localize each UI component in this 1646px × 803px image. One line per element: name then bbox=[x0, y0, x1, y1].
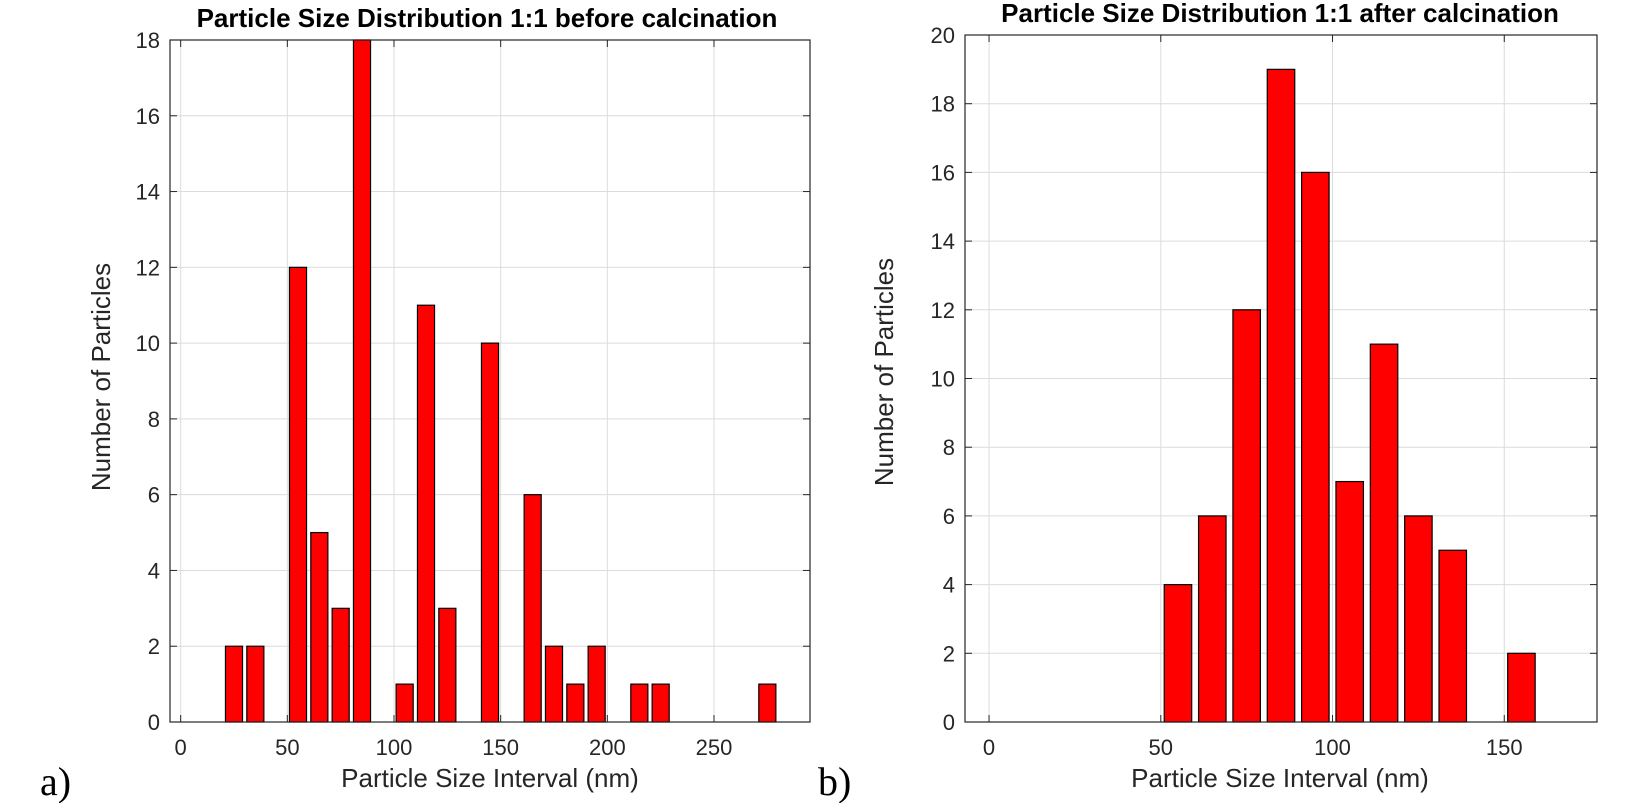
bar bbox=[1197, 515, 1227, 723]
y-tick-label: 16 bbox=[931, 160, 955, 185]
bar bbox=[1335, 480, 1365, 723]
bar bbox=[1232, 309, 1261, 723]
y-tick-label: 18 bbox=[931, 92, 955, 117]
y-tick-label: 4 bbox=[943, 573, 955, 598]
y-tick-label: 18 bbox=[136, 28, 160, 53]
bar bbox=[480, 342, 500, 723]
bar bbox=[566, 683, 585, 723]
bar bbox=[1507, 652, 1536, 723]
bar bbox=[758, 683, 777, 723]
y-axis-label: Number of Particles bbox=[86, 263, 116, 491]
bar bbox=[310, 531, 329, 723]
y-tick-label: 0 bbox=[148, 710, 160, 735]
bar bbox=[523, 494, 542, 723]
bar bbox=[587, 645, 606, 723]
y-tick-label: 4 bbox=[148, 558, 160, 583]
bar bbox=[1404, 515, 1433, 723]
axes-box bbox=[169, 39, 811, 723]
panel-label: a) bbox=[40, 759, 71, 803]
bar bbox=[352, 39, 372, 723]
y-tick-labels: 0 2 4 6 8 10 12 14 16 18 20 bbox=[931, 23, 955, 735]
y-tick-label: 16 bbox=[136, 104, 160, 129]
y-tick-label: 6 bbox=[148, 483, 160, 508]
bar bbox=[1163, 583, 1193, 723]
y-tick-label: 2 bbox=[148, 634, 160, 659]
y-tick-label: 20 bbox=[931, 23, 955, 48]
y-tick-label: 10 bbox=[136, 331, 160, 356]
panel-label: b) bbox=[818, 759, 851, 803]
grid-lines bbox=[170, 39, 810, 723]
x-tick-labels: 0 50 100 150 bbox=[983, 735, 1523, 760]
x-tick-labels: 0 50 100 150 200 250 bbox=[175, 735, 733, 760]
bar bbox=[331, 607, 350, 723]
bar bbox=[651, 683, 670, 723]
bar bbox=[224, 645, 244, 723]
bar bbox=[416, 304, 436, 723]
bar bbox=[544, 645, 564, 723]
x-axis-label: Particle Size Interval (nm) bbox=[341, 763, 639, 793]
bars bbox=[224, 39, 777, 723]
bar bbox=[1438, 549, 1468, 723]
bar bbox=[246, 645, 265, 723]
y-tick-label: 8 bbox=[943, 435, 955, 460]
x-tick-label: 50 bbox=[275, 735, 299, 760]
bar bbox=[1369, 343, 1399, 723]
chart-panel-a: Particle Size Distribution 1:1 before ca… bbox=[40, 3, 811, 803]
bar bbox=[630, 683, 649, 723]
bar bbox=[395, 683, 414, 723]
y-tick-label: 14 bbox=[136, 180, 160, 205]
bar bbox=[438, 607, 457, 723]
bars bbox=[1163, 68, 1536, 723]
y-tick-label: 14 bbox=[931, 229, 955, 254]
y-tick-label: 10 bbox=[931, 367, 955, 392]
y-tick-label: 12 bbox=[931, 298, 955, 323]
bar bbox=[1301, 171, 1330, 723]
x-tick-label: 0 bbox=[175, 735, 187, 760]
bar bbox=[1266, 68, 1296, 723]
x-tick-label: 100 bbox=[1314, 735, 1351, 760]
y-axis-label: Number of Particles bbox=[869, 258, 899, 486]
chart-panel-b: Particle Size Distribution 1:1 after cal… bbox=[818, 0, 1598, 803]
x-tick-label: 0 bbox=[983, 735, 995, 760]
x-axis-label: Particle Size Interval (nm) bbox=[1131, 763, 1429, 793]
tick-marks bbox=[170, 39, 810, 723]
y-tick-label: 6 bbox=[943, 504, 955, 529]
y-tick-label: 0 bbox=[943, 710, 955, 735]
bar bbox=[288, 266, 308, 723]
chart-title: Particle Size Distribution 1:1 before ca… bbox=[197, 3, 778, 33]
x-tick-label: 100 bbox=[376, 735, 413, 760]
y-tick-labels: 0 2 4 6 8 10 12 14 16 18 bbox=[136, 28, 160, 735]
x-tick-label: 150 bbox=[482, 735, 519, 760]
y-tick-label: 12 bbox=[136, 255, 160, 280]
chart-title: Particle Size Distribution 1:1 after cal… bbox=[1001, 0, 1559, 28]
y-tick-label: 2 bbox=[943, 641, 955, 666]
x-tick-label: 50 bbox=[1149, 735, 1173, 760]
x-tick-label: 250 bbox=[696, 735, 733, 760]
tick-marks bbox=[965, 34, 1597, 723]
y-tick-label: 8 bbox=[148, 407, 160, 432]
x-tick-label: 150 bbox=[1486, 735, 1523, 760]
x-tick-label: 200 bbox=[589, 735, 626, 760]
